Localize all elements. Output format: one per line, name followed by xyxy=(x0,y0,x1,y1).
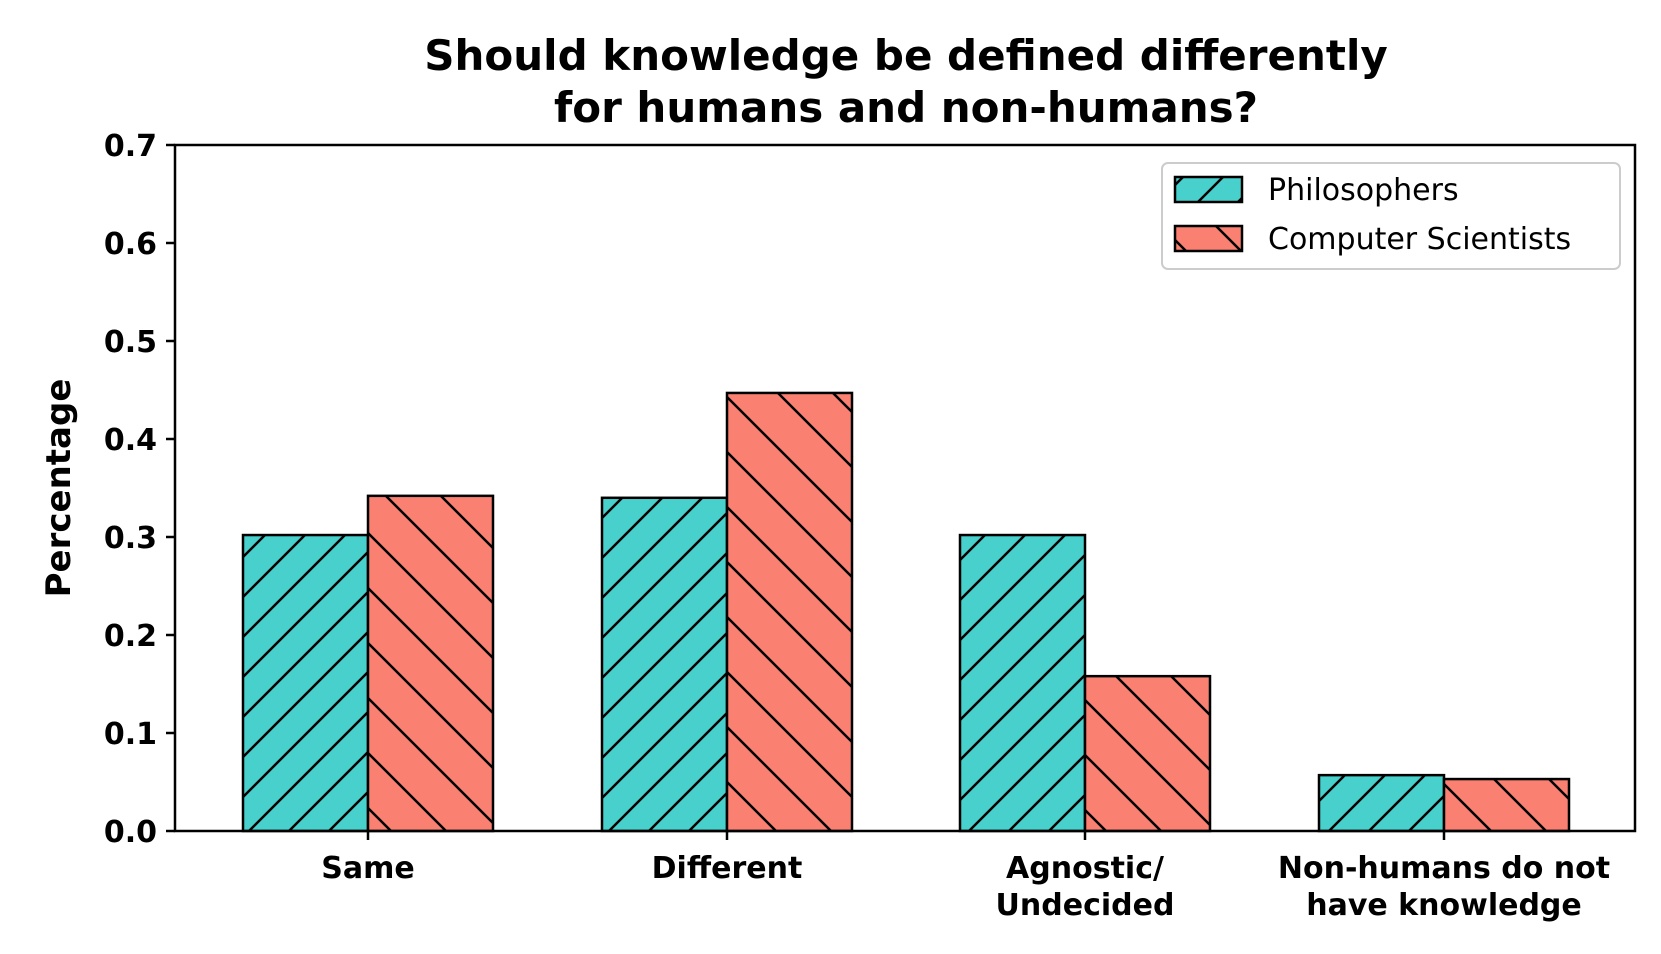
x-tick-label: Undecided xyxy=(996,888,1175,923)
x-axis-ticks: Same Different Agnostic/Undecided Non-human… xyxy=(321,831,1610,923)
bar-hatch xyxy=(602,497,727,831)
bar xyxy=(1083,674,1212,833)
bar-hatch xyxy=(1444,779,1569,831)
legend: Philosophers Computer Scientists xyxy=(1161,162,1621,270)
y-tick-label: 0.6 xyxy=(104,227,157,262)
bar xyxy=(725,391,854,833)
bar xyxy=(366,494,495,833)
y-tick-label: 0.4 xyxy=(104,423,157,458)
bar-hatch xyxy=(1085,676,1210,831)
legend-swatch-outline xyxy=(1173,175,1244,204)
chart-title: Should knowledge be defined differentlyf… xyxy=(424,31,1387,132)
y-axis-title: Percentage xyxy=(39,379,79,598)
legend-label: Philosophers xyxy=(1268,173,1459,208)
axes xyxy=(173,143,1637,833)
chart-title-line: for humans and non-humans? xyxy=(554,83,1258,132)
y-tick-label: 0.3 xyxy=(104,521,157,556)
chart-title-line: Should knowledge be defined differently xyxy=(424,31,1387,80)
y-axis-label: Percentage xyxy=(39,379,79,598)
x-tick-label: Agnostic/ xyxy=(1006,851,1164,886)
x-tick-label: Different xyxy=(652,851,803,886)
bar xyxy=(600,496,729,833)
bar xyxy=(1442,777,1571,833)
legend-swatch-hatch xyxy=(1175,177,1242,202)
legend-swatch-hatch xyxy=(1175,226,1242,251)
bars xyxy=(241,391,1571,833)
bar-hatch xyxy=(727,392,852,831)
bar-hatch xyxy=(243,535,368,831)
y-tick-label: 0.2 xyxy=(104,619,157,654)
legend-swatch-outline xyxy=(1173,224,1244,253)
y-tick-label: 0.7 xyxy=(104,129,157,164)
x-tick-label: have knowledge xyxy=(1306,888,1582,923)
legend-box xyxy=(1161,162,1621,270)
y-axis-ticks: 0.0 0.1 0.2 0.3 0.4 0.5 0.6 0.7 xyxy=(104,129,175,850)
y-tick-label: 0.5 xyxy=(104,325,157,360)
bar-hatch xyxy=(368,495,493,831)
legend-entry: Philosophers xyxy=(1173,173,1459,208)
bar xyxy=(1317,773,1446,833)
bar-hatch xyxy=(960,535,1085,831)
x-tick-label: Same xyxy=(321,851,414,886)
y-tick-label: 0.1 xyxy=(104,717,157,752)
bar xyxy=(958,533,1087,833)
bar-hatch xyxy=(1319,775,1444,831)
legend-label: Computer Scientists xyxy=(1268,222,1571,257)
x-tick-label: Non-humans do not xyxy=(1278,851,1610,886)
bar xyxy=(241,533,370,833)
plot-frame xyxy=(173,143,1637,833)
y-tick-label: 0.0 xyxy=(104,815,157,850)
legend-entry: Computer Scientists xyxy=(1173,222,1571,257)
